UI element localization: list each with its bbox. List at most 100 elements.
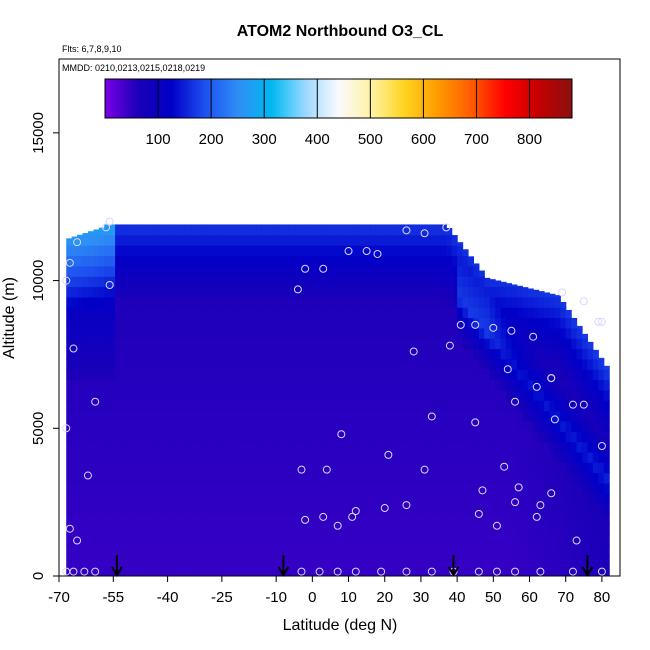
curtain-cell — [516, 534, 523, 546]
curtain-cell — [245, 307, 252, 319]
curtain-cell — [598, 431, 605, 443]
sample-point — [456, 320, 465, 329]
curtain-cell — [196, 493, 203, 505]
curtain-cell — [120, 369, 127, 381]
curtain-cell — [467, 472, 475, 484]
curtain-cell — [131, 234, 138, 246]
curtain-cell — [218, 493, 225, 505]
curtain-cell — [332, 420, 339, 432]
curtain-cell — [250, 565, 257, 576]
curtain-cell — [315, 534, 323, 546]
curtain-cell — [571, 513, 578, 525]
curtain-cell — [370, 234, 377, 246]
curtain-cell — [180, 472, 187, 484]
curtain-cell — [277, 451, 284, 463]
curtain-cell — [115, 503, 122, 515]
curtain-cell — [98, 472, 105, 484]
curtain-cell — [353, 224, 361, 236]
curtain-cell — [104, 234, 111, 246]
curtain-cell — [77, 503, 84, 515]
curtain-cell — [565, 431, 572, 443]
curtain-cell — [478, 503, 485, 515]
curtain-cell — [527, 555, 534, 567]
curtain-cell — [104, 296, 111, 308]
curtain-cell — [451, 493, 458, 505]
curtain-cell — [239, 276, 246, 288]
curtain-cell — [473, 410, 480, 422]
curtain-cell — [359, 389, 366, 401]
curtain-cell — [440, 234, 447, 246]
curtain-cell — [495, 420, 502, 432]
sample-point — [597, 442, 606, 451]
colorbar-tick-label: 300 — [252, 131, 277, 148]
curtain-cell — [185, 420, 192, 432]
curtain-cell — [554, 410, 561, 422]
curtain-cell — [185, 544, 192, 556]
curtain-cell — [348, 534, 355, 546]
curtain-cell — [191, 327, 198, 339]
curtain-cell — [565, 462, 572, 474]
curtain-cell — [305, 555, 312, 567]
curtain-cell — [348, 389, 355, 401]
curtain-cell — [451, 286, 458, 298]
curtain-cell — [201, 348, 208, 360]
curtain-cell — [370, 317, 377, 329]
curtain-cell — [109, 472, 116, 484]
curtain-cell — [397, 534, 404, 546]
curtain-cell — [234, 410, 241, 422]
curtain-cell — [310, 348, 317, 360]
curtain-cell — [212, 327, 219, 339]
curtain-cell — [326, 451, 333, 463]
curtain-cell — [125, 420, 132, 432]
curtain-cell — [234, 286, 241, 298]
curtain-cell — [364, 379, 371, 391]
curtain-cell — [538, 462, 545, 474]
curtain-cell — [576, 482, 583, 494]
curtain-cell — [250, 369, 257, 381]
curtain-cell — [234, 224, 241, 236]
curtain-cell — [71, 236, 78, 246]
curtain-cell — [82, 565, 89, 576]
curtain-cell — [321, 482, 328, 494]
curtain-cell — [457, 245, 464, 257]
curtain-cell — [277, 400, 284, 412]
curtain-cell — [603, 365, 610, 370]
curtain-cell — [489, 327, 496, 339]
curtain-cell — [565, 493, 572, 505]
curtain-cell — [473, 276, 480, 288]
curtain-cell — [435, 482, 442, 494]
curtain-cell — [196, 410, 203, 422]
curtain-cell — [326, 245, 333, 257]
curtain-cell — [467, 286, 475, 298]
curtain-cell — [142, 358, 149, 370]
curtain-cell — [77, 493, 84, 505]
curtain-cell — [500, 358, 507, 370]
curtain-cell — [576, 555, 583, 567]
curtain-cell — [538, 410, 545, 422]
sample-point — [489, 323, 498, 332]
curtain-cell — [272, 224, 279, 236]
curtain-cell — [104, 524, 111, 536]
curtain-cell — [299, 255, 306, 267]
curtain-cell — [153, 462, 160, 474]
curtain-cell — [337, 462, 344, 474]
curtain-cell — [283, 348, 290, 360]
curtain-cell — [522, 524, 529, 536]
curtain-cell — [98, 451, 105, 463]
curtain-cell — [288, 224, 295, 236]
curtain-cell — [576, 325, 583, 329]
curtain-cell — [343, 307, 350, 319]
curtain-cell — [446, 307, 453, 319]
curtain-cell — [136, 224, 143, 236]
curtain-cell — [82, 327, 89, 339]
curtain-cell — [288, 544, 295, 556]
curtain-cell — [348, 482, 355, 494]
curtain-cell — [565, 327, 572, 339]
curtain-cell — [147, 534, 154, 546]
curtain-cell — [587, 493, 594, 505]
curtain-cell — [462, 317, 469, 329]
curtain-cell — [592, 472, 599, 484]
curtain-cell — [381, 286, 388, 298]
curtain-cell — [207, 255, 214, 267]
curtain-cell — [93, 420, 100, 432]
